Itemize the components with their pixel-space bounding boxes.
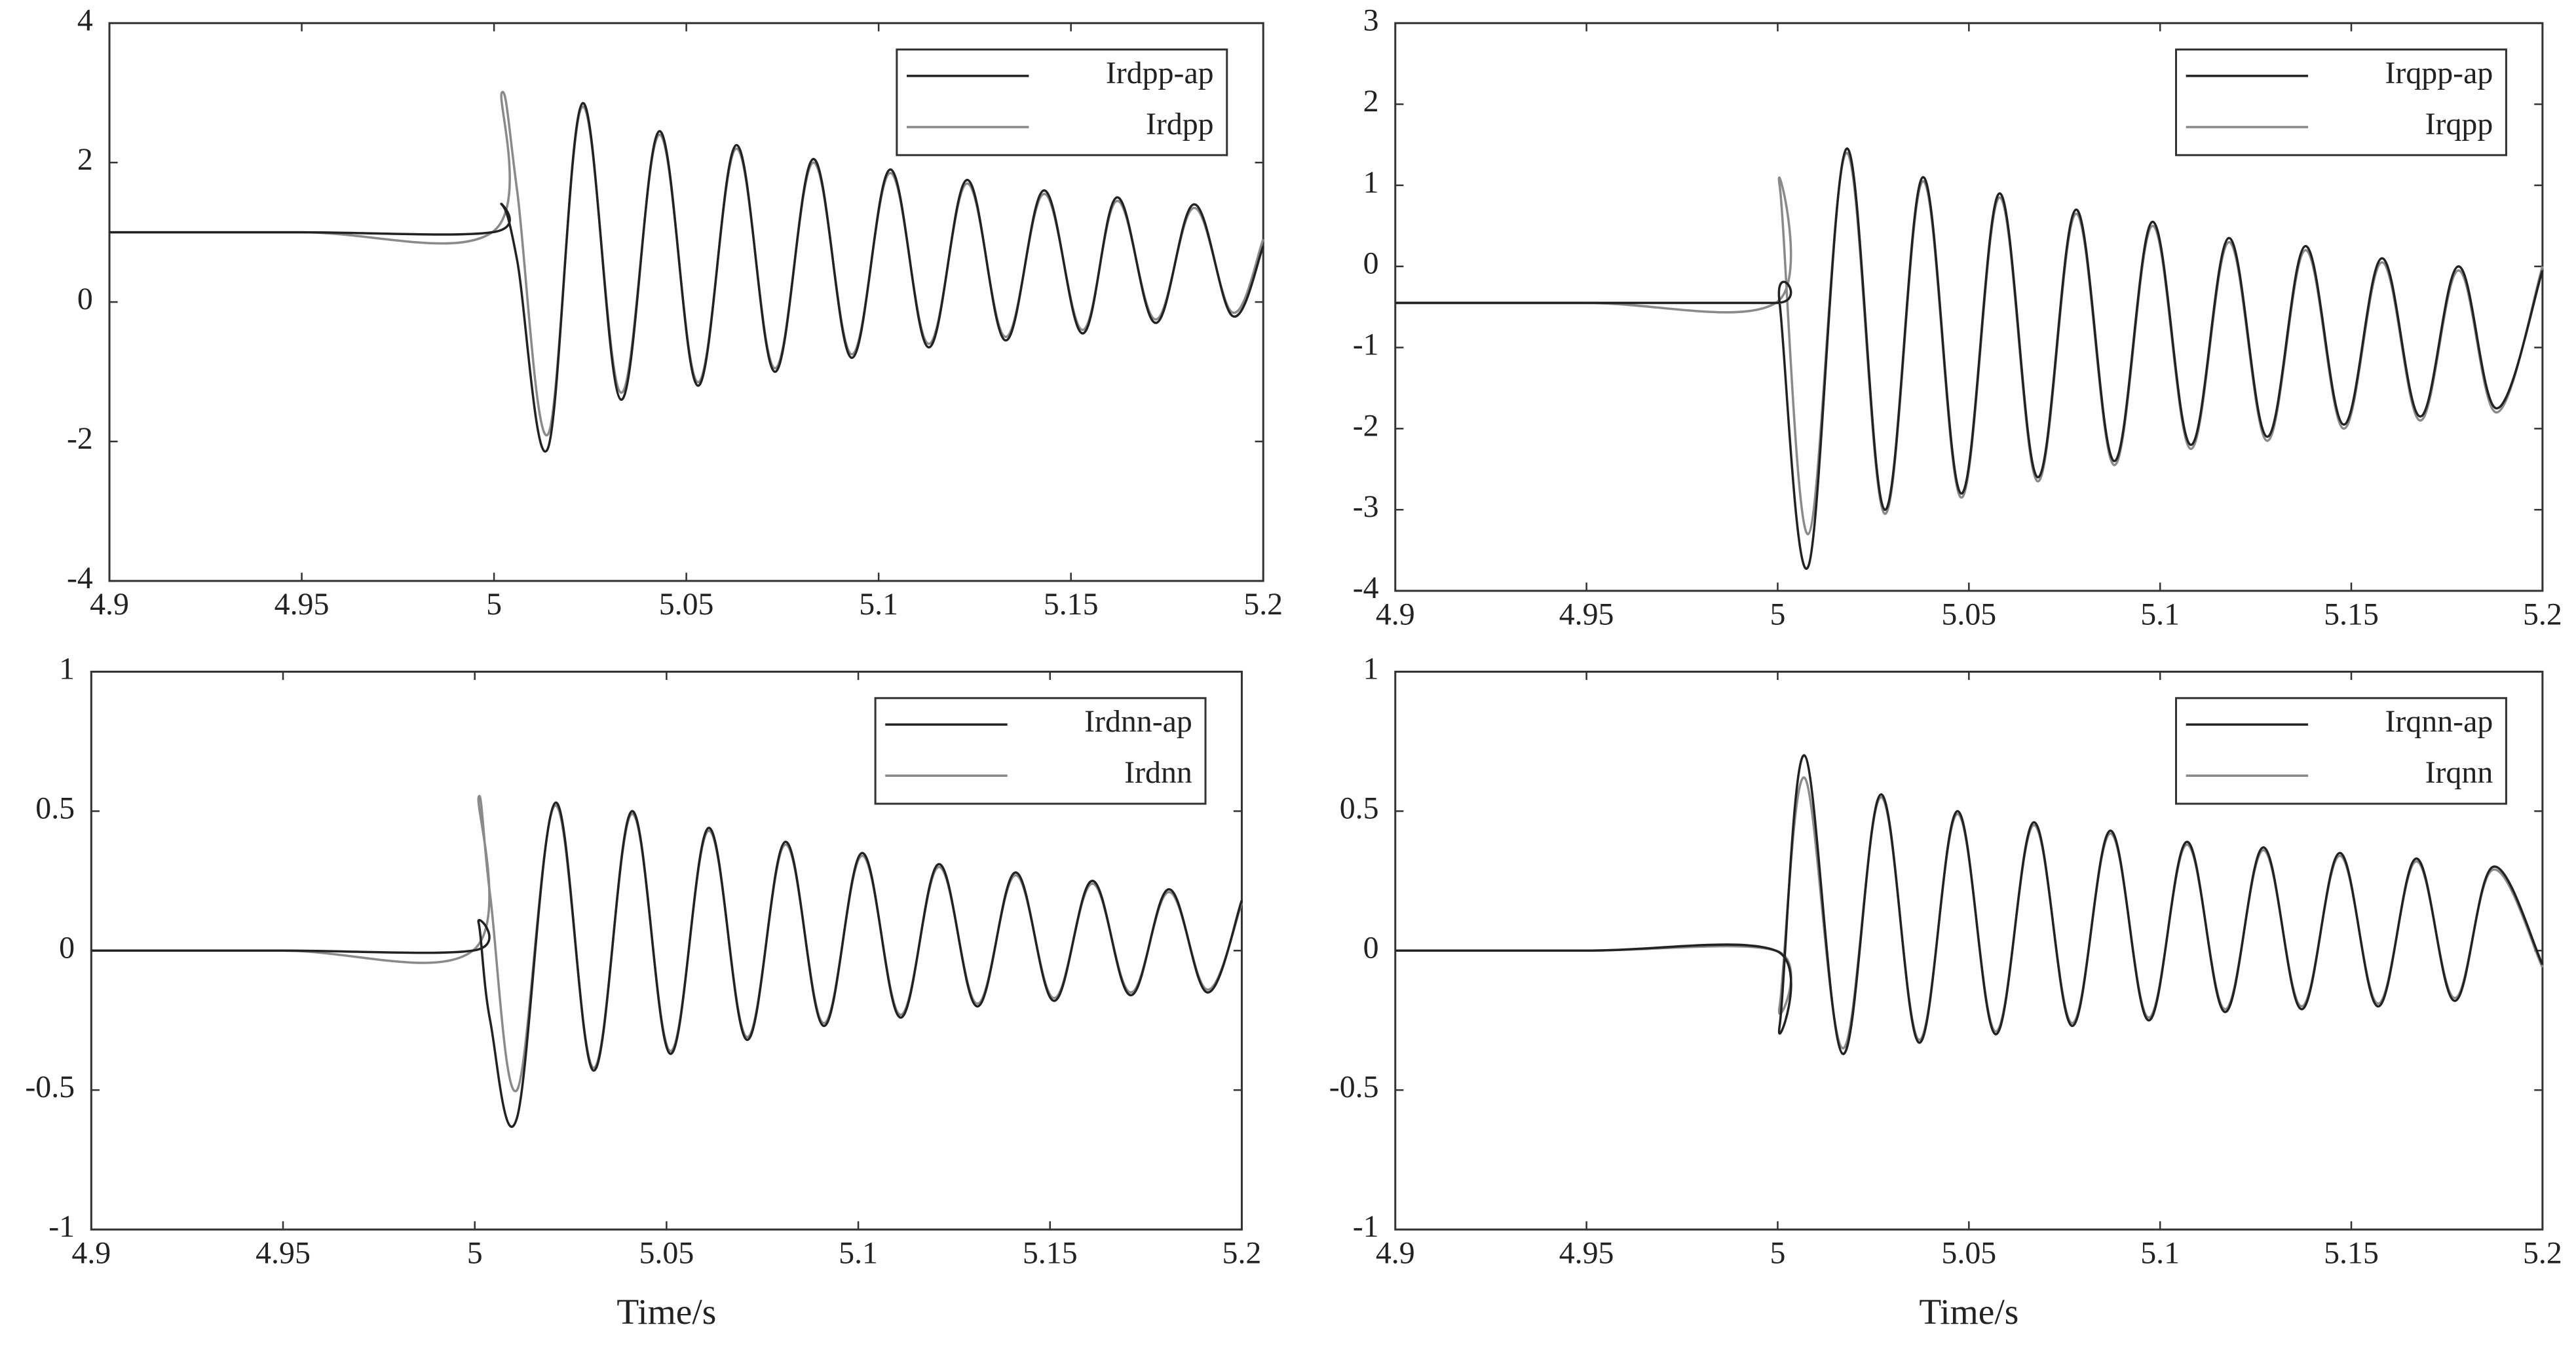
x-tick-label: 5.15 — [1023, 1235, 1078, 1270]
series-line — [91, 801, 1243, 1128]
y-tick-label: 0.5 — [35, 791, 75, 825]
y-tick-label: -2 — [67, 421, 93, 456]
x-tick-label: 4.9 — [71, 1235, 111, 1270]
series-line — [109, 102, 1264, 453]
legend-label: Irdpp-ap — [1106, 56, 1214, 90]
x-tick-label: 4.95 — [1559, 1235, 1614, 1270]
y-tick-label: -4 — [67, 561, 93, 595]
x-tick-label: 4.9 — [1376, 597, 1415, 631]
x-tick-label: 5 — [467, 1235, 483, 1270]
x-tick-label: 5.05 — [659, 587, 714, 622]
x-tick-label: 5.2 — [1243, 587, 1283, 622]
y-tick-label: 1 — [59, 651, 75, 686]
x-tick-label: 5.1 — [859, 587, 898, 622]
x-tick-label: 5.2 — [2523, 597, 2562, 631]
x-tick-label: 5.05 — [639, 1235, 694, 1270]
legend-box — [2175, 48, 2507, 157]
x-tick-label: 5.1 — [839, 1235, 878, 1270]
x-axis-label: Time/s — [1919, 1292, 2018, 1332]
x-tick-label: 5.2 — [1222, 1235, 1262, 1270]
legend-label: Irqpp-ap — [2385, 56, 2493, 90]
y-tick-label: 0 — [1363, 930, 1379, 965]
y-tick-label: 1 — [1363, 651, 1379, 686]
series-line — [1395, 147, 2544, 570]
y-tick-label: 1 — [1363, 165, 1379, 200]
x-tick-label: 5 — [1770, 1235, 1786, 1270]
y-tick-label: -4 — [1353, 571, 1379, 605]
y-tick-label: -1 — [48, 1209, 75, 1244]
y-tick-label: 0 — [1363, 246, 1379, 281]
y-tick-label: -1 — [1353, 1209, 1379, 1244]
legend-box — [2175, 697, 2507, 805]
y-tick-label: -2 — [1353, 408, 1379, 443]
x-tick-label: 4.95 — [1559, 597, 1614, 631]
legend-label: Irqpp — [2425, 107, 2493, 141]
x-axis-label: Time/s — [616, 1292, 716, 1332]
x-tick-label: 4.95 — [275, 587, 330, 622]
x-tick-label: 5.1 — [2140, 597, 2180, 631]
x-tick-label: 5.05 — [1941, 1235, 1996, 1270]
y-tick-label: -0.5 — [25, 1070, 75, 1104]
y-tick-label: 2 — [1363, 84, 1379, 119]
x-tick-label: 5.15 — [1044, 587, 1099, 622]
y-tick-label: 0 — [59, 930, 75, 965]
x-tick-label: 5 — [1770, 597, 1786, 631]
x-tick-label: 5 — [486, 587, 502, 622]
y-tick-label: -1 — [1353, 328, 1379, 362]
x-tick-label: 4.9 — [1376, 1235, 1415, 1270]
y-tick-label: 0 — [77, 282, 93, 316]
y-tick-label: 3 — [1363, 3, 1379, 37]
x-tick-label: 5.2 — [2523, 1235, 2562, 1270]
legend-label: Irqnn-ap — [2385, 704, 2493, 739]
x-tick-label: 5.05 — [1941, 597, 1996, 631]
legend-label: Irdnn-ap — [1084, 704, 1192, 739]
series-line — [1395, 754, 2544, 1055]
y-tick-label: 4 — [77, 3, 93, 37]
y-tick-label: -0.5 — [1329, 1070, 1379, 1104]
x-tick-label: 5.1 — [2140, 1235, 2180, 1270]
x-tick-label: 4.9 — [90, 587, 129, 622]
x-tick-label: 4.95 — [256, 1235, 311, 1270]
legend-label: Irdnn — [1124, 755, 1192, 790]
legend-box — [896, 48, 1228, 157]
y-tick-label: 2 — [77, 142, 93, 177]
x-tick-label: 5.15 — [2324, 597, 2379, 631]
x-tick-label: 5.15 — [2324, 1235, 2379, 1270]
legend-label: Irdpp — [1146, 107, 1214, 141]
y-tick-label: -3 — [1353, 489, 1379, 524]
legend-box — [874, 697, 1207, 805]
y-tick-label: 0.5 — [1340, 791, 1379, 825]
legend-label: Irqnn — [2425, 755, 2493, 790]
